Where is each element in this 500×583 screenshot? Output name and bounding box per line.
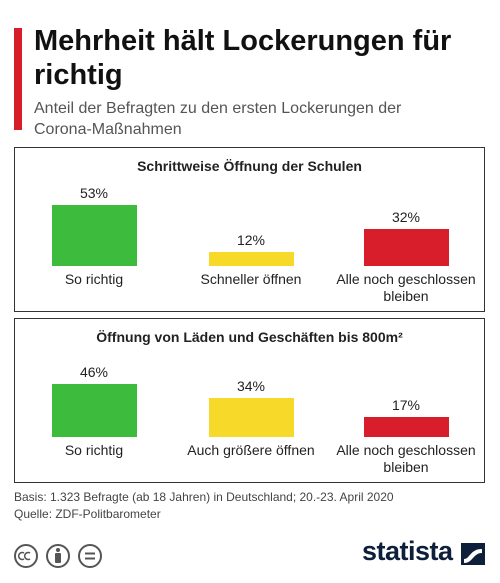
value-label: 34% (236, 377, 266, 394)
bar (363, 417, 449, 437)
logo-text: statista (362, 536, 453, 566)
chart-panel: Öffnung von Läden und Geschäften bis 800… (14, 318, 485, 483)
accent-bar (14, 28, 22, 130)
logo-icon (461, 543, 485, 565)
category-label: Alle noch geschlossen bleiben (336, 271, 476, 304)
chart-panel: Schrittweise Öffnung der Schulen 53% So ri… (14, 147, 485, 312)
bar (363, 229, 449, 266)
bar (51, 384, 137, 437)
value-label: 46% (79, 364, 109, 381)
value-label: 32% (391, 209, 421, 226)
value-label: 12% (236, 232, 266, 249)
subtitle: Anteil der Befragten zu den ersten Locke… (34, 100, 402, 138)
chart-title: Schrittweise Öffnung der Schulen (137, 158, 362, 174)
value-label: 17% (391, 397, 421, 414)
bar (51, 205, 137, 266)
chart-title: Öffnung von Läden und Geschäften bis 800… (96, 329, 403, 345)
category-label: So richtig (64, 442, 124, 458)
category-label: Schneller öffnen (200, 271, 302, 287)
title: Mehrheit hält Lockerungen für richtig (34, 25, 452, 91)
footer-source: Quelle: ZDF-Politbarometer (14, 507, 161, 521)
category-label: Alle noch geschlossen bleiben (336, 442, 476, 475)
bar (208, 252, 294, 266)
license-icons (14, 544, 102, 568)
category-label: So richtig (64, 271, 124, 287)
footer-basis: Basis: 1.323 Befragte (ab 18 Jahren) in … (14, 490, 394, 504)
category-label: Auch größere öffnen (187, 442, 315, 458)
value-label: 53% (79, 185, 109, 202)
bar (208, 397, 294, 437)
